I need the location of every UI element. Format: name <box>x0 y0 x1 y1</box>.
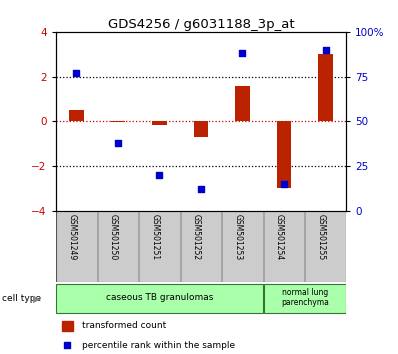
Text: GSM501250: GSM501250 <box>109 214 118 261</box>
Bar <box>62 321 73 331</box>
Bar <box>152 121 167 125</box>
Bar <box>263 284 346 313</box>
Bar <box>235 86 250 121</box>
Bar <box>181 211 221 282</box>
Text: GSM501253: GSM501253 <box>234 214 242 261</box>
Bar <box>56 284 263 313</box>
Bar <box>263 211 304 282</box>
Text: percentile rank within the sample: percentile rank within the sample <box>82 341 235 350</box>
Point <box>322 47 329 53</box>
Point <box>239 51 246 56</box>
Text: transformed count: transformed count <box>82 321 166 330</box>
Point <box>73 70 80 76</box>
Bar <box>69 110 84 121</box>
Text: cell type: cell type <box>2 294 41 303</box>
Bar <box>222 211 263 282</box>
Bar <box>318 54 333 121</box>
Text: normal lung
parenchyma: normal lung parenchyma <box>281 288 329 308</box>
Bar <box>139 211 180 282</box>
Bar <box>277 121 291 188</box>
Point <box>156 172 163 178</box>
Text: GSM501255: GSM501255 <box>316 214 326 261</box>
Text: GSM501249: GSM501249 <box>68 214 76 261</box>
Text: GSM501252: GSM501252 <box>192 214 201 261</box>
Point <box>115 140 121 145</box>
Text: GSM501254: GSM501254 <box>275 214 284 261</box>
Text: caseous TB granulomas: caseous TB granulomas <box>106 293 213 302</box>
Text: GSM501251: GSM501251 <box>150 214 160 261</box>
Point <box>281 181 287 187</box>
Bar <box>194 121 208 137</box>
Point <box>198 186 204 192</box>
Bar <box>56 211 97 282</box>
Title: GDS4256 / g6031188_3p_at: GDS4256 / g6031188_3p_at <box>108 18 294 31</box>
Text: ▶: ▶ <box>33 293 41 303</box>
Point <box>64 342 70 348</box>
Bar <box>111 121 125 122</box>
Bar <box>98 211 139 282</box>
Bar <box>305 211 346 282</box>
